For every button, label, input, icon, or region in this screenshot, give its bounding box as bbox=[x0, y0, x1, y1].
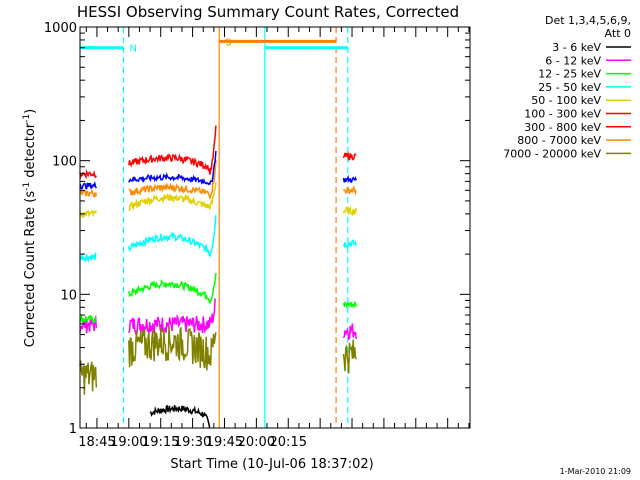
series-line bbox=[79, 251, 97, 264]
series-line bbox=[79, 314, 97, 324]
x-tick-label: 19:45 bbox=[206, 435, 243, 450]
series-line bbox=[128, 125, 217, 175]
legend-label: 12 - 25 keV bbox=[538, 68, 601, 81]
legend-label: 50 - 100 keV bbox=[531, 94, 601, 107]
series-line bbox=[128, 297, 217, 336]
series-line bbox=[79, 360, 98, 395]
flag-label: S bbox=[225, 37, 231, 48]
series-line bbox=[79, 209, 97, 219]
y-tick-label: 10 bbox=[60, 288, 77, 303]
series-line bbox=[128, 182, 217, 212]
series-line bbox=[342, 238, 357, 249]
series-line bbox=[342, 339, 357, 374]
series-line bbox=[149, 404, 211, 428]
plot-frame bbox=[79, 26, 471, 429]
legend-label: 3 - 6 keV bbox=[552, 41, 601, 54]
series-line bbox=[79, 187, 98, 199]
x-tick-label: 20:00 bbox=[238, 435, 275, 450]
series-line bbox=[128, 215, 217, 258]
x-tick-label: 19:00 bbox=[110, 435, 147, 450]
legend-label: 6 - 12 keV bbox=[545, 54, 601, 67]
plot-area: NS bbox=[79, 27, 357, 428]
footer-timestamp: 1-Mar-2010 21:09 bbox=[560, 467, 631, 476]
series-line bbox=[128, 325, 217, 371]
x-tick-label: 20:15 bbox=[270, 435, 307, 450]
series-line bbox=[128, 272, 217, 305]
y-axis-label: Corrected Count Rate (s-1 detector-1) bbox=[22, 109, 38, 347]
series-line bbox=[342, 205, 357, 217]
series-line bbox=[342, 323, 357, 341]
y-tick-label: 100 bbox=[52, 155, 77, 170]
x-tick-label: 19:15 bbox=[142, 435, 179, 450]
series-line bbox=[342, 151, 357, 161]
series-line bbox=[79, 168, 97, 180]
legend-header-1: Det 1,3,4,5,6,9, bbox=[545, 14, 631, 27]
series-line bbox=[342, 174, 357, 184]
legend-label: 7000 - 20000 keV bbox=[503, 147, 601, 160]
x-tick-label: 18:45 bbox=[78, 435, 115, 450]
flag-label: N bbox=[130, 44, 137, 55]
series-line bbox=[342, 300, 357, 309]
series-line bbox=[128, 159, 217, 200]
chart-title: HESSI Observing Summary Count Rates, Cor… bbox=[77, 3, 459, 21]
series-line bbox=[79, 180, 97, 190]
legend-label: 100 - 300 keV bbox=[524, 108, 601, 121]
legend-label: 800 - 7000 keV bbox=[517, 134, 601, 147]
y-tick-label: 1000 bbox=[44, 21, 77, 36]
x-axis-label: Start Time (10-Jul-06 18:37:02) bbox=[170, 457, 373, 472]
legend-label: 300 - 800 keV bbox=[524, 121, 601, 134]
series-line bbox=[342, 185, 357, 196]
series-line bbox=[128, 150, 217, 186]
y-tick-label: 1 bbox=[69, 422, 77, 437]
legend-label: 25 - 50 keV bbox=[538, 81, 601, 94]
series-line bbox=[79, 314, 98, 334]
legend-header-2: Att 0 bbox=[605, 27, 631, 40]
x-tick-label: 19:30 bbox=[174, 435, 211, 450]
y-axis: 1 10 100 1000 bbox=[44, 21, 470, 437]
